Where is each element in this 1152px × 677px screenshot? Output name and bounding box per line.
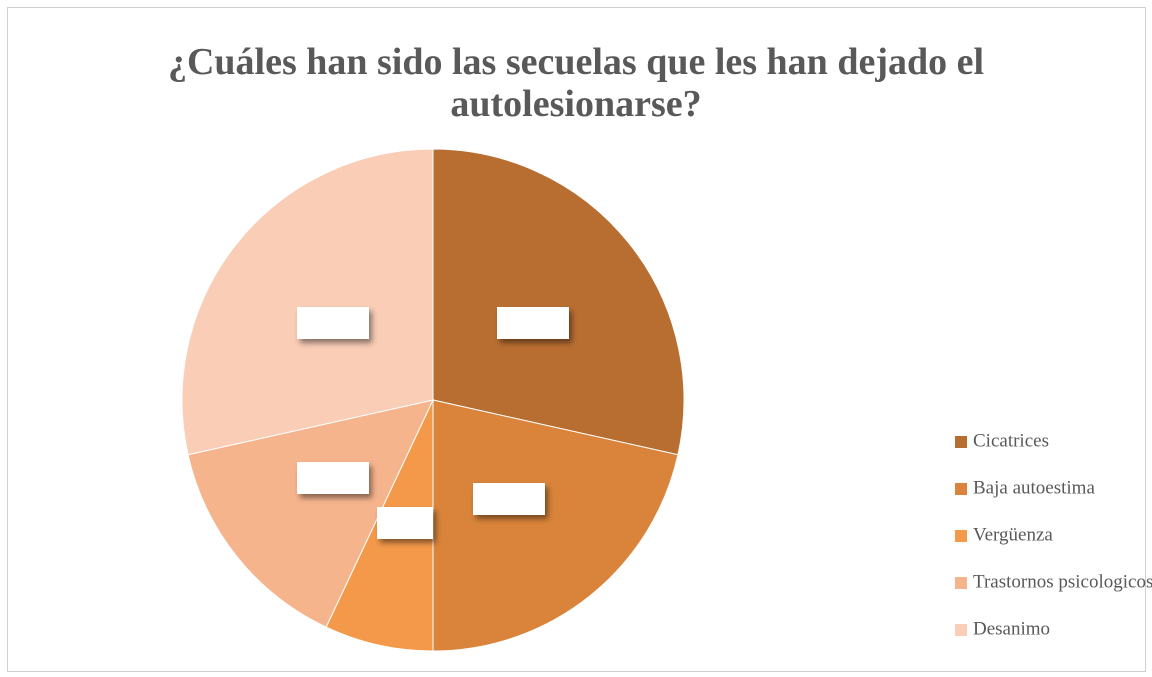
legend-label: Trastornos psicologicos [973, 571, 1152, 592]
data-label-boxes [297, 307, 569, 539]
data-label-box [473, 483, 545, 515]
chart-title: ¿Cuáles han sido las secuelas que les ha… [168, 41, 984, 125]
legend-swatch [955, 577, 967, 589]
legend-label: Baja autoestima [973, 477, 1095, 498]
legend-swatch [955, 483, 967, 495]
legend-swatch [955, 624, 967, 636]
legend-label: Desanimo [973, 618, 1050, 639]
pie-slice [181, 148, 434, 456]
pie-slice [432, 399, 679, 652]
pie-slice [187, 399, 434, 628]
legend-label: Vergüenza [973, 524, 1053, 545]
legend-swatch [955, 436, 967, 448]
pie [181, 148, 685, 652]
data-label-box [297, 462, 369, 494]
data-label-box [377, 507, 433, 539]
data-label-box [297, 307, 369, 339]
data-label-box [497, 307, 569, 339]
pie-slice [432, 148, 685, 456]
legend-label: Cicatrices [973, 430, 1049, 451]
legend-swatch [955, 530, 967, 542]
